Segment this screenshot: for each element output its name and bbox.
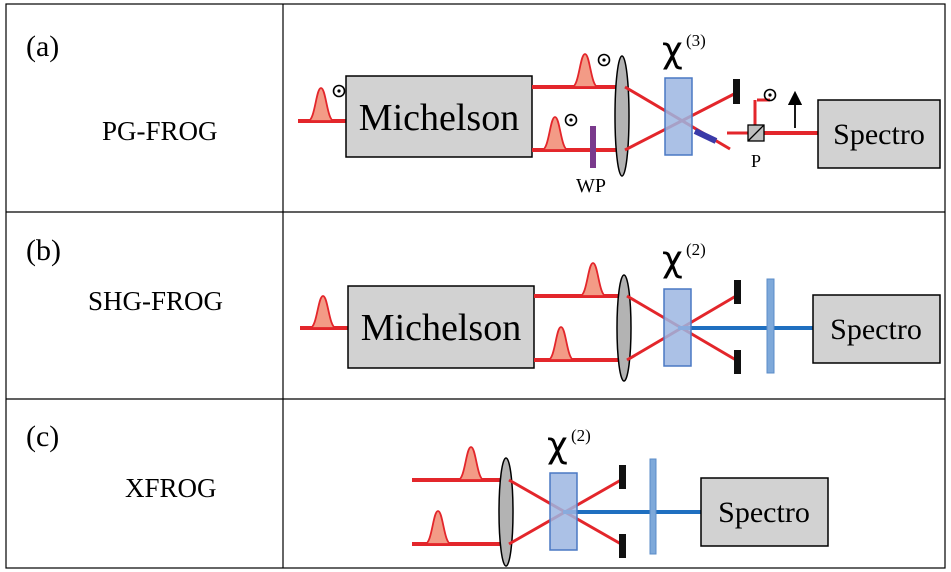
lower-pulse (424, 510, 452, 545)
chi-symbol: χ (662, 239, 683, 280)
waveplate-label: WP (576, 175, 606, 197)
table-grid (5, 3, 946, 569)
panel-b-label: (b) (26, 234, 61, 267)
panel-a-title: PG-FROG (102, 116, 218, 146)
polarizer-label: P (751, 151, 761, 171)
polarizer-cube (747, 124, 765, 142)
upper-pulse (457, 446, 485, 481)
spectral-filter (649, 458, 657, 555)
upper-pulse (579, 262, 607, 297)
panel-c-label: (c) (26, 420, 59, 453)
beam-block-upper (619, 465, 626, 489)
spectrometer-box (700, 477, 829, 547)
panel-a-label: (a) (26, 30, 59, 63)
spectral-filter (766, 278, 775, 374)
chi-order: (2) (686, 240, 706, 259)
chi-order: (2) (571, 426, 591, 445)
focusing-lens (616, 274, 632, 382)
spectrometer-box (817, 99, 941, 169)
michelson-label: Michelson (359, 97, 519, 139)
focusing-lens (614, 55, 630, 177)
spectrometer-label: Spectro (833, 118, 925, 151)
probe-pulse (571, 53, 599, 88)
chi2-crystal (549, 472, 578, 551)
beam-block-upper (734, 280, 741, 304)
waveplate (590, 126, 596, 168)
polarization-out-of-plane-icon (597, 53, 611, 67)
panel-b-optics: Michelson χ (2) Spectro (300, 239, 941, 382)
beam-block-lower (619, 534, 626, 558)
michelson-label: Michelson (361, 307, 521, 349)
polarization-out-of-plane-icon (332, 84, 346, 98)
input-pulse (307, 87, 335, 122)
gate-pulse (541, 116, 569, 151)
beam-block-lower (734, 350, 741, 374)
focusing-lens (498, 457, 514, 567)
panel-a: (a) PG-FROG Michelson (26, 30, 941, 197)
table-border (5, 3, 946, 569)
panel-c: (c) XFROG χ (2) Spectro (26, 420, 829, 567)
beam-block (733, 79, 740, 104)
chi-symbol: χ (662, 30, 683, 71)
panel-c-optics: χ (2) Spectro (412, 425, 829, 567)
polarization-out-of-plane-icon (763, 88, 777, 102)
chi3-crystal (664, 77, 693, 156)
chi-order: (3) (686, 31, 706, 50)
panel-b: (b) SHG-FROG Michelson χ (2) Spectro (26, 234, 941, 382)
input-pulse (309, 295, 337, 329)
polarization-out-of-plane-icon (564, 113, 578, 127)
spectrometer-box (812, 294, 941, 364)
michelson-box (345, 75, 533, 158)
michelson-box (347, 285, 535, 369)
panel-b-title: SHG-FROG (88, 286, 223, 316)
chi-symbol: χ (547, 425, 568, 466)
panel-c-title: XFROG (125, 473, 217, 503)
lower-pulse (547, 326, 575, 361)
chi2-crystal (663, 288, 692, 367)
pickoff-mirror (693, 128, 718, 144)
panel-a-optics: Michelson WP χ (298, 30, 941, 197)
spectrometer-label: Spectro (718, 496, 810, 529)
spectrometer-label: Spectro (830, 313, 922, 346)
